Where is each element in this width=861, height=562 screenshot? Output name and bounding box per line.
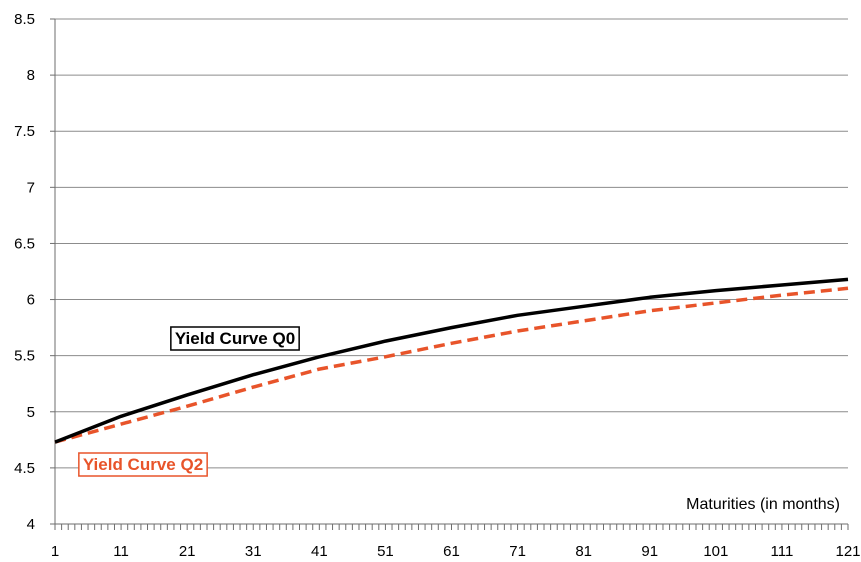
series-line-q0 [54, 277, 849, 444]
x-tick-label: 101 [703, 543, 728, 560]
y-tick-label: 6.5 [14, 235, 35, 252]
series-line-q2 [54, 286, 849, 444]
x-tick-label: 91 [641, 543, 658, 560]
axes: 44.555.566.577.588.51 11 21 31 41 51 61 71 81 91 1… [14, 11, 860, 560]
x-tick-label: 1 [51, 543, 59, 560]
x-tick-label: 111 [771, 543, 794, 560]
series-labels: Yield Curve Q0 Yield Curve Q2 [78, 326, 300, 477]
x-tick-label: 51 [377, 543, 394, 560]
series-lines [54, 277, 849, 444]
series-label-q2-text: Yield Curve Q2 [83, 455, 203, 474]
x-tick-label: 11 [113, 543, 129, 560]
x-tick-label: 71 [509, 543, 526, 560]
y-tick-label: 8 [27, 67, 35, 84]
series-label-q0: Yield Curve Q0 [170, 326, 300, 351]
x-axis-title: Maturities (in months) [686, 496, 840, 513]
y-tick-label: 5.5 [14, 348, 35, 365]
y-tick-label: 4 [27, 516, 35, 533]
series-label-q2-box [78, 452, 208, 477]
x-tick-label: 41 [311, 543, 328, 560]
y-tick-label: 8.5 [14, 11, 35, 28]
x-tick-label: 21 [179, 543, 196, 560]
series-label-q0-text: Yield Curve Q0 [175, 329, 295, 348]
y-tick-label: 6 [27, 292, 35, 309]
x-tick-label: 121 [835, 543, 860, 560]
x-tick-label: 31 [245, 543, 262, 560]
y-tick-label: 7 [27, 179, 35, 196]
x-tick-label: 81 [575, 543, 592, 560]
series-label-q2: Yield Curve Q2 [78, 452, 208, 477]
y-tick-label: 4.5 [14, 460, 35, 477]
y-tick-label: 5 [27, 404, 35, 421]
gridlines [55, 18, 848, 469]
y-tick-label: 7.5 [14, 123, 35, 140]
series-label-q0-box [170, 326, 300, 351]
x-tick-label: 61 [443, 543, 460, 560]
